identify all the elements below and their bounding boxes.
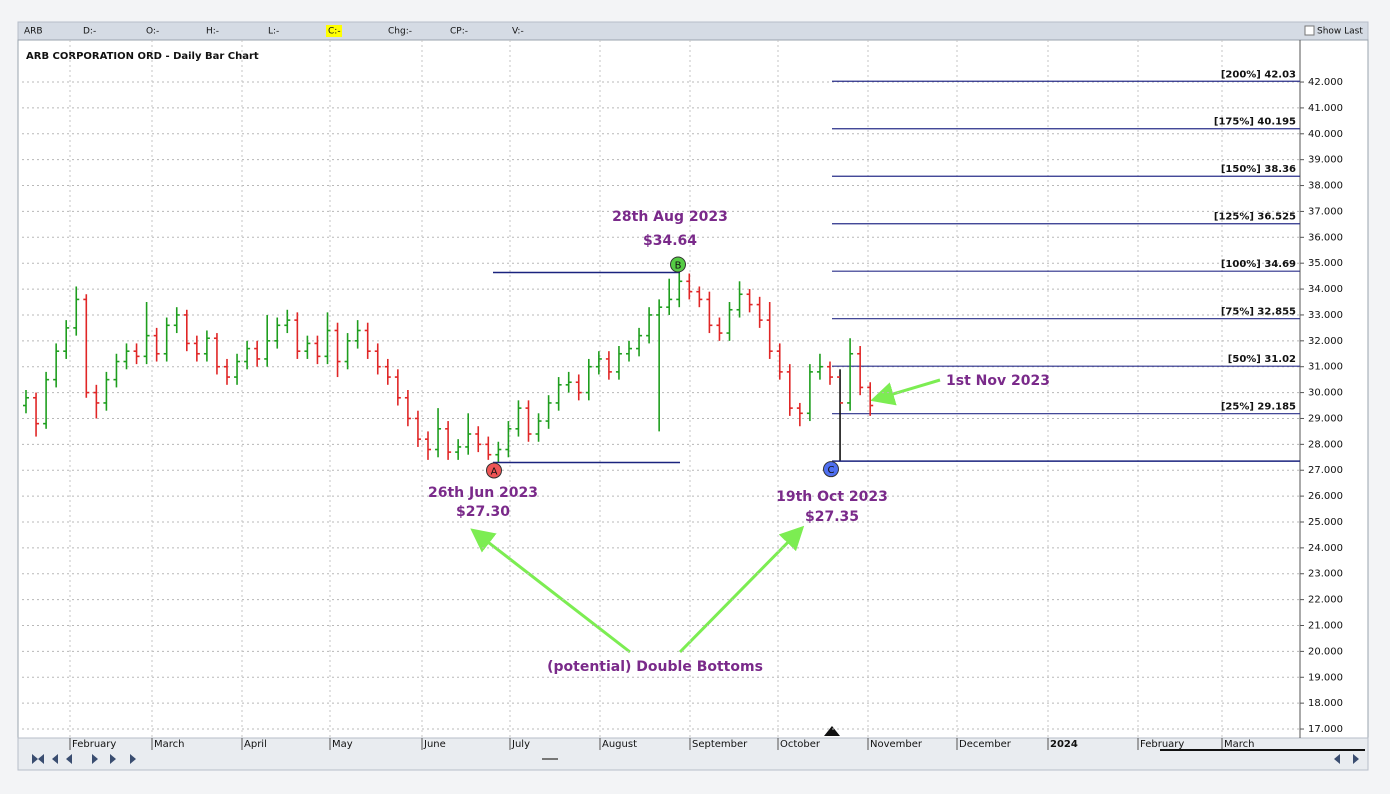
y-tick-label: 22.000 bbox=[1308, 595, 1343, 606]
y-tick-label: 21.000 bbox=[1308, 621, 1343, 632]
level-label: [100%] 34.69 bbox=[1221, 259, 1296, 270]
point-price: $27.35 bbox=[805, 509, 859, 525]
y-tick-label: 42.000 bbox=[1308, 77, 1343, 88]
nav-icons-right[interactable] bbox=[1334, 754, 1359, 764]
arrow bbox=[870, 378, 941, 406]
toolbar-field: CP:- bbox=[450, 27, 468, 37]
scroll-grip[interactable] bbox=[542, 758, 558, 760]
point-label: A bbox=[491, 466, 498, 477]
level-label: [25%] 29.185 bbox=[1221, 402, 1296, 413]
y-tick-label: 41.000 bbox=[1308, 103, 1343, 114]
x-tick-label: November bbox=[870, 739, 923, 750]
annotation: (potential) Double Bottoms bbox=[547, 659, 763, 675]
y-tick-label: 27.000 bbox=[1308, 465, 1343, 476]
y-tick-label: 37.000 bbox=[1308, 206, 1343, 217]
toolbar-field: H:- bbox=[206, 27, 219, 37]
x-tick-label: April bbox=[244, 739, 267, 750]
toolbar-field: Chg:- bbox=[388, 27, 412, 37]
toolbar-field: O:- bbox=[146, 27, 159, 37]
chart-title: ARB CORPORATION ORD - Daily Bar Chart bbox=[26, 51, 259, 62]
x-tick-label: March bbox=[1224, 739, 1254, 750]
x-tick-label: February bbox=[1140, 739, 1184, 750]
x-tick-label: February bbox=[72, 739, 116, 750]
toolbar-field: D:- bbox=[83, 27, 96, 37]
x-tick-label: July bbox=[511, 739, 530, 750]
level-label: [175%] 40.195 bbox=[1214, 117, 1296, 128]
x-tick-label: December bbox=[959, 739, 1012, 750]
point-date: 28th Aug 2023 bbox=[612, 209, 728, 225]
show-last[interactable]: Show Last bbox=[1317, 27, 1363, 37]
y-tick-label: 34.000 bbox=[1308, 284, 1343, 295]
x-tick-label: September bbox=[692, 739, 748, 750]
plot-area bbox=[17, 39, 1369, 739]
toolbar bbox=[17, 21, 1369, 41]
grid bbox=[22, 40, 1300, 738]
y-tick-label: 28.000 bbox=[1308, 439, 1343, 450]
y-tick-label: 30.000 bbox=[1308, 388, 1343, 399]
point-price: $34.64 bbox=[643, 233, 697, 249]
toolbar-field: L:- bbox=[268, 27, 279, 37]
current-marker bbox=[824, 726, 840, 736]
y-tick-label: 39.000 bbox=[1308, 155, 1343, 166]
y-tick-label: 38.000 bbox=[1308, 181, 1343, 192]
x-tick-label: 2024 bbox=[1050, 739, 1078, 750]
checkbox[interactable] bbox=[1304, 25, 1315, 36]
level-label: [50%] 31.02 bbox=[1228, 354, 1296, 365]
x-tick-label: June bbox=[423, 739, 446, 750]
point-date: 26th Jun 2023 bbox=[428, 485, 538, 501]
y-tick-label: 35.000 bbox=[1308, 258, 1343, 269]
y-tick-label: 29.000 bbox=[1308, 413, 1343, 424]
annotation: 1st Nov 2023 bbox=[946, 373, 1050, 389]
y-tick-label: 26.000 bbox=[1308, 491, 1343, 502]
toolbar-field: V:- bbox=[512, 27, 524, 37]
y-tick-label: 25.000 bbox=[1308, 517, 1343, 528]
level-label: [150%] 38.36 bbox=[1221, 164, 1296, 175]
y-tick-label: 33.000 bbox=[1308, 310, 1343, 321]
x-axis-bar bbox=[17, 737, 1369, 771]
y-tick-label: 40.000 bbox=[1308, 129, 1343, 140]
nav-buttons bbox=[32, 754, 1359, 764]
y-tick-label: 23.000 bbox=[1308, 569, 1343, 580]
level-label: [200%] 42.03 bbox=[1221, 69, 1296, 80]
toolbar-field: C:- bbox=[328, 27, 341, 37]
point-price: $27.30 bbox=[456, 504, 510, 520]
y-tick-label: 17.000 bbox=[1308, 724, 1343, 735]
x-tick-label: May bbox=[332, 739, 353, 750]
arrow bbox=[678, 525, 805, 654]
point-date: 19th Oct 2023 bbox=[776, 489, 888, 505]
y-tick-label: 24.000 bbox=[1308, 543, 1343, 554]
nav-icons[interactable] bbox=[32, 754, 136, 764]
x-tick-label: October bbox=[780, 739, 821, 750]
level-label: [125%] 36.525 bbox=[1214, 212, 1296, 223]
x-tick-label: March bbox=[154, 739, 184, 750]
x-tick-label: August bbox=[602, 739, 637, 750]
level-label: [75%] 32.855 bbox=[1221, 307, 1296, 318]
point-marker bbox=[823, 461, 839, 478]
y-tick-label: 31.000 bbox=[1308, 362, 1343, 373]
point-label: C bbox=[828, 465, 835, 476]
point-label: B bbox=[675, 261, 682, 272]
field-highlight bbox=[326, 25, 342, 37]
y-tick-label: 18.000 bbox=[1308, 698, 1343, 709]
y-tick-label: 32.000 bbox=[1308, 336, 1343, 347]
y-tick-label: 36.000 bbox=[1308, 232, 1343, 243]
arrow bbox=[470, 528, 631, 654]
symbol: ARB bbox=[24, 27, 43, 37]
point-marker bbox=[670, 256, 686, 273]
y-tick-label: 20.000 bbox=[1308, 646, 1343, 657]
y-tick-label: 19.000 bbox=[1308, 672, 1343, 683]
point-marker bbox=[486, 462, 502, 479]
